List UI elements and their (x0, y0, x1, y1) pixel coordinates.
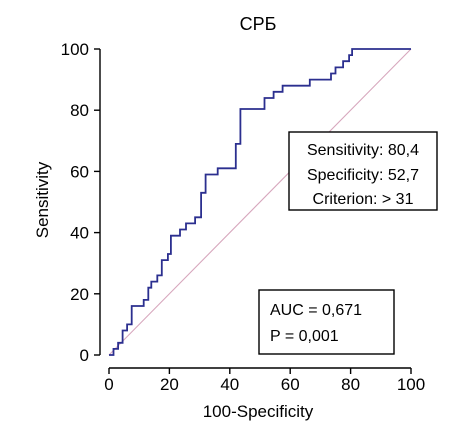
roc-curve-line (109, 48, 411, 356)
x-tick-label: 20 (160, 375, 179, 394)
y-tick-label: 40 (70, 224, 89, 243)
reference-diagonal-line (108, 48, 412, 356)
criterion-box-frame (288, 131, 438, 211)
x-tick-label: 60 (281, 375, 300, 394)
sensitivity-label: Sensitivity: 80,4 (307, 142, 419, 159)
y-tick-label: 20 (70, 285, 89, 304)
auc-box-frame (258, 289, 395, 355)
chart-title: СРБ (240, 14, 277, 34)
criterion-box: Sensitivity: 80,4 Specificity: 52,7 Crit… (288, 131, 438, 211)
x-tick-label: 40 (220, 375, 239, 394)
y-tick-label: 80 (70, 101, 89, 120)
auc-label: AUC = 0,671 (270, 302, 362, 319)
criterion-label: Criterion: > 31 (313, 191, 414, 208)
y-axis-label: Sensitivity (33, 161, 52, 238)
auc-box: AUC = 0,671 P = 0,001 (258, 289, 395, 355)
specificity-label: Specificity: 52,7 (307, 167, 419, 184)
x-axis-label: 100-Specificity (203, 402, 314, 421)
x-tick-label: 0 (104, 375, 113, 394)
x-tick-label: 80 (341, 375, 360, 394)
p-value-label: P = 0,001 (270, 328, 339, 345)
y-tick-label: 0 (80, 346, 89, 365)
y-tick-label: 60 (70, 162, 89, 181)
y-tick-label: 100 (61, 40, 89, 59)
plot-area: 0 20 40 60 80 100 0 20 40 60 80 100 (61, 40, 426, 394)
x-tick-label: 100 (397, 375, 425, 394)
